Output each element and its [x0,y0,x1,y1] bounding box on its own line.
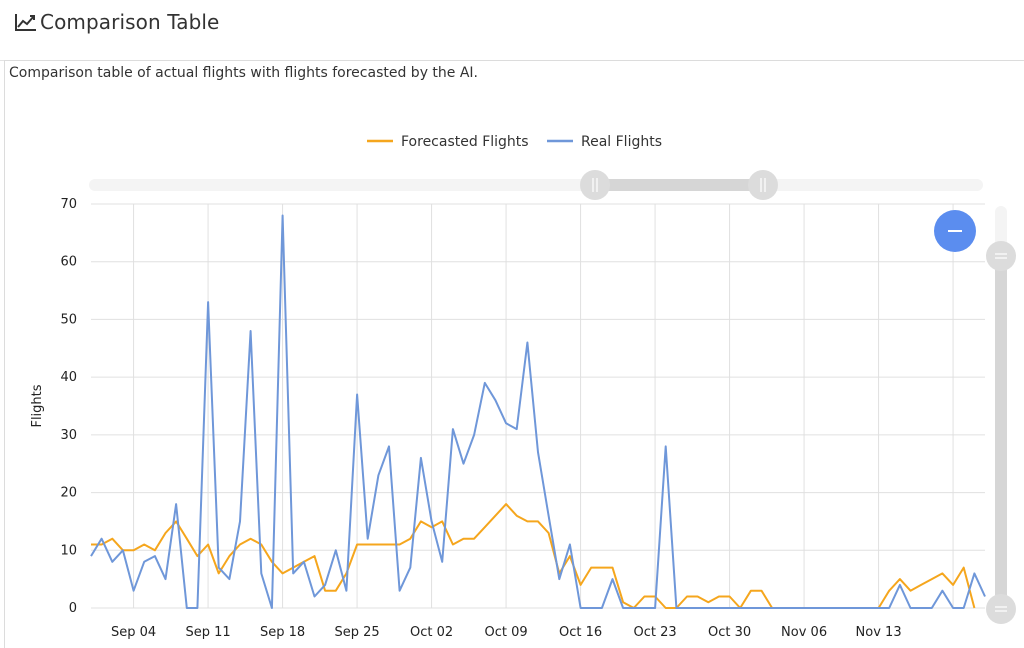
x-tick-label: Sep 04 [111,625,156,640]
forecasted-flights-line [91,503,976,609]
x-tick-label: Oct 09 [484,625,527,640]
y-tick-label: 0 [69,601,77,616]
x-range-handle[interactable] [748,170,778,200]
line-chart-icon [15,14,36,31]
y-axis-title: Flights [30,384,45,427]
real-flights-line [90,214,986,609]
x-tick-label: Oct 16 [559,625,602,640]
x-range-track[interactable] [89,179,983,191]
legend-forecasted-flights[interactable]: Forecasted Flights [401,134,529,150]
x-tick-label: Sep 11 [185,625,230,640]
y-range-selection[interactable] [995,256,1007,610]
y-range-handle[interactable] [986,594,1016,624]
y-tick-label: 10 [60,543,77,558]
x-tick-label: Nov 06 [781,625,827,640]
page-title: Comparison Table [40,10,220,34]
y-tick-label: 40 [60,370,77,385]
y-range-handle[interactable] [986,241,1016,271]
chart-description: Comparison table of actual flights with … [9,65,479,81]
x-range-selection[interactable] [595,179,763,191]
x-range-handle[interactable] [580,170,610,200]
y-tick-label: 20 [60,486,77,501]
x-tick-label: Oct 30 [708,625,751,640]
x-tick-label: Nov 13 [856,625,902,640]
line-chart: 0 10 20 30 40 50 60 70 Sep 04 Sep 11 Sep 18 Sep 25 O… [30,134,1016,640]
page-header: Comparison Table [0,0,1024,61]
y-tick-label: 30 [60,428,77,443]
x-tick-label: Oct 23 [633,625,676,640]
chart-panel: Comparison table of actual flights with … [4,60,1024,648]
legend-real-flights[interactable]: Real Flights [581,134,662,150]
y-tick-label: 60 [60,255,77,270]
y-tick-label: 50 [60,312,77,327]
x-tick-label: Sep 18 [260,625,305,640]
x-tick-label: Sep 25 [334,625,379,640]
y-tick-label: 70 [60,197,77,212]
x-tick-label: Oct 02 [410,625,453,640]
